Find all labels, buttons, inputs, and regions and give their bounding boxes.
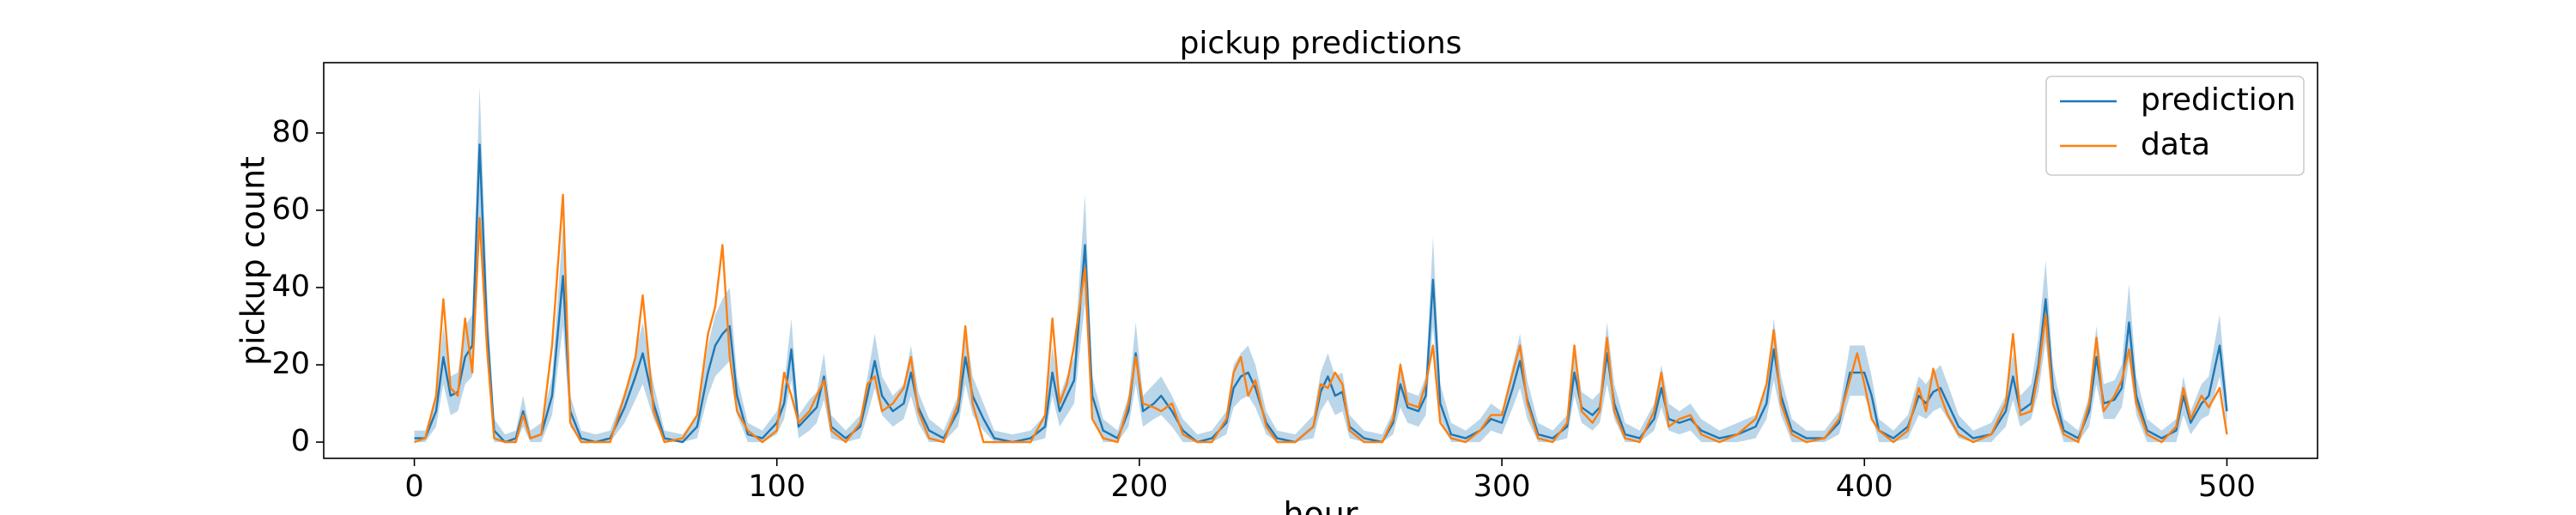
x-tick-label: 400: [1836, 470, 1893, 504]
x-tick-label: 500: [2198, 470, 2256, 504]
y-tick-label: 60: [271, 192, 310, 227]
y-tick-label: 80: [271, 115, 310, 149]
y-tick-label: 20: [271, 347, 310, 381]
x-tick-label: 200: [1111, 470, 1169, 504]
y-tick-label: 40: [271, 270, 310, 304]
legend-label: data: [2141, 127, 2210, 162]
x-tick-label: 300: [1473, 470, 1531, 504]
y-tick-label: 0: [291, 424, 310, 458]
legend: prediction data: [2045, 76, 2305, 176]
chart-title: pickup predictions: [1180, 26, 1462, 61]
axes-frame: [323, 62, 2318, 459]
x-tick-label: 100: [748, 470, 805, 504]
plot-area: [414, 86, 2228, 444]
series-line: [414, 193, 2228, 444]
legend-label: prediction: [2141, 82, 2296, 118]
x-tick-label: 0: [404, 470, 423, 504]
y-axis-label: pickup count: [234, 156, 272, 366]
x-axis-label: hour: [1283, 495, 1358, 515]
